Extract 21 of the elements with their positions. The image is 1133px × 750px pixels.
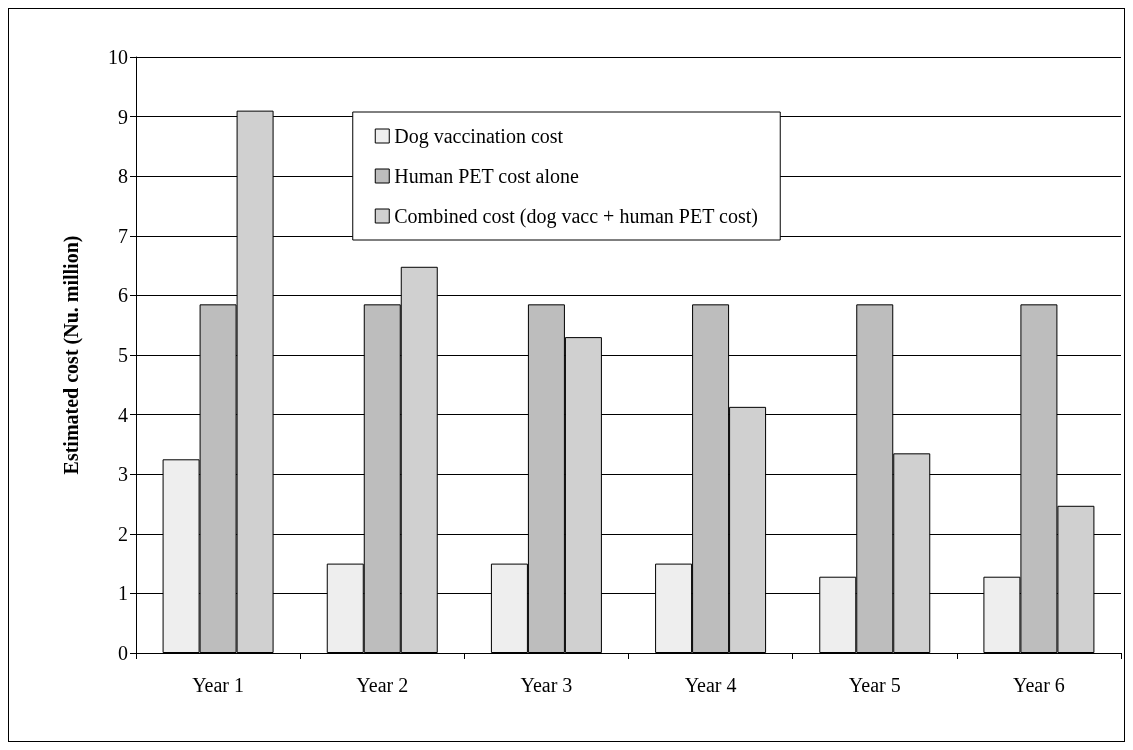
- y-tick-label: 1: [118, 582, 128, 605]
- y-tick-label: 2: [118, 522, 128, 545]
- legend-label: Human PET cost alone: [394, 165, 579, 187]
- x-tick-label: Year 4: [684, 674, 737, 696]
- y-tick-label: 10: [108, 46, 128, 68]
- y-tick-label: 4: [118, 403, 128, 426]
- x-tick-label: Year 5: [848, 674, 901, 696]
- y-tick-label: 8: [118, 165, 128, 188]
- y-tick-label: 6: [118, 284, 128, 307]
- x-tick-label: Year 6: [1012, 674, 1065, 696]
- y-tick-label: 3: [118, 463, 128, 486]
- y-tick-label: 0: [118, 642, 128, 664]
- y-tick-label: 9: [118, 105, 128, 128]
- x-tick-label: Year 2: [356, 674, 409, 696]
- y-axis-title: Estimated cost (Nu. million): [60, 235, 83, 475]
- legend-label: Combined cost (dog vacc + human PET cost): [394, 205, 758, 228]
- y-tick-label: 7: [118, 224, 128, 247]
- x-tick-label: Year 3: [520, 674, 573, 696]
- x-tick-label: Year 1: [192, 674, 245, 696]
- y-tick-label: 5: [118, 344, 128, 366]
- legend-label: Dog vaccination cost: [394, 125, 564, 148]
